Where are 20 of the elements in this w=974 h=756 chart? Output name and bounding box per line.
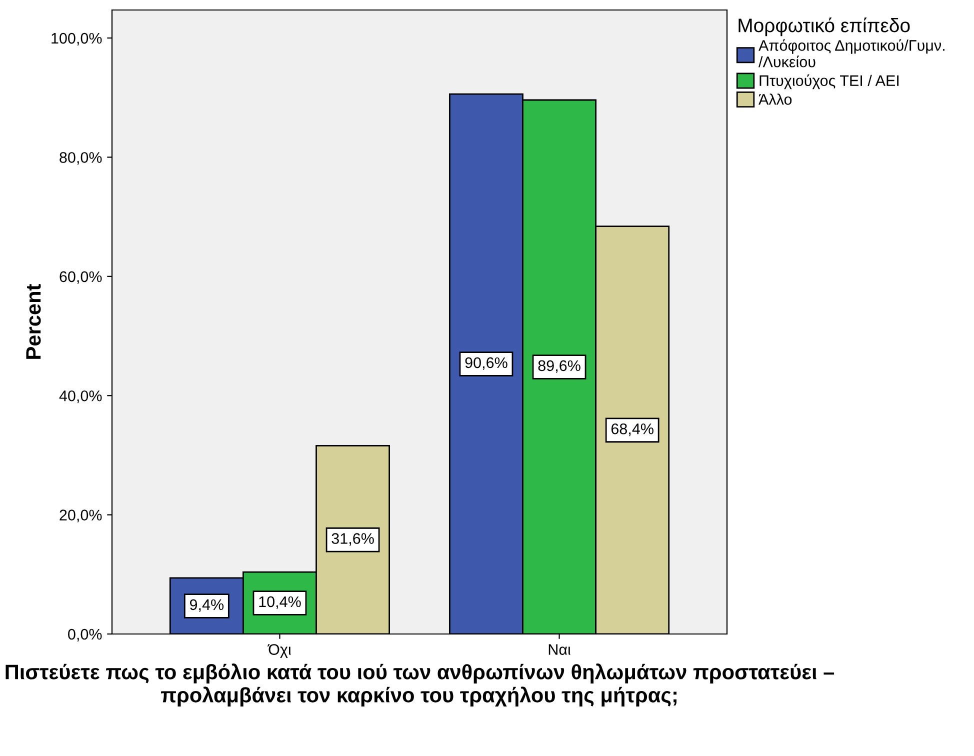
data-label: 89,6% bbox=[538, 360, 580, 373]
y-axis-title: Percent bbox=[26, 284, 41, 359]
data-label: 31,6% bbox=[332, 533, 374, 546]
data-label: 68,4% bbox=[611, 423, 654, 436]
data-label: 9,4% bbox=[190, 599, 224, 612]
data-label: 90,6% bbox=[465, 357, 508, 370]
y-tick-label: 20,0% bbox=[60, 510, 102, 522]
x-axis-title: Πιστεύετε πως το εμβόλιο κατά του ιού των ανθρωπίνων θηλωμάτων προστατεύει – προλαμβάνει τον καρκίνο του τραχήλου της μήτρας; bbox=[6, 664, 834, 707]
y-tick-label: 100,0% bbox=[52, 32, 102, 46]
legend-label: Άλλο bbox=[758, 94, 792, 105]
y-tick-label: 40,0% bbox=[59, 390, 102, 404]
legend-label: Πτυχιούχος ΤΕΙ / ΑΕΙ bbox=[760, 74, 899, 90]
legend-title: Μορφωτικό επίπεδο bbox=[738, 17, 910, 36]
x-tick-label: Ναι bbox=[548, 644, 570, 655]
data-label: 10,4% bbox=[259, 596, 301, 609]
y-tick-label: 60,0% bbox=[60, 271, 102, 284]
x-tick-label: Όχι bbox=[268, 644, 291, 658]
y-tick-label: 80,0% bbox=[60, 152, 102, 165]
legend-label: Απόφοιτος Δημοτικού/Γυμν. /Λυκείου bbox=[758, 39, 944, 68]
y-tick-label: 0,0% bbox=[68, 628, 102, 642]
